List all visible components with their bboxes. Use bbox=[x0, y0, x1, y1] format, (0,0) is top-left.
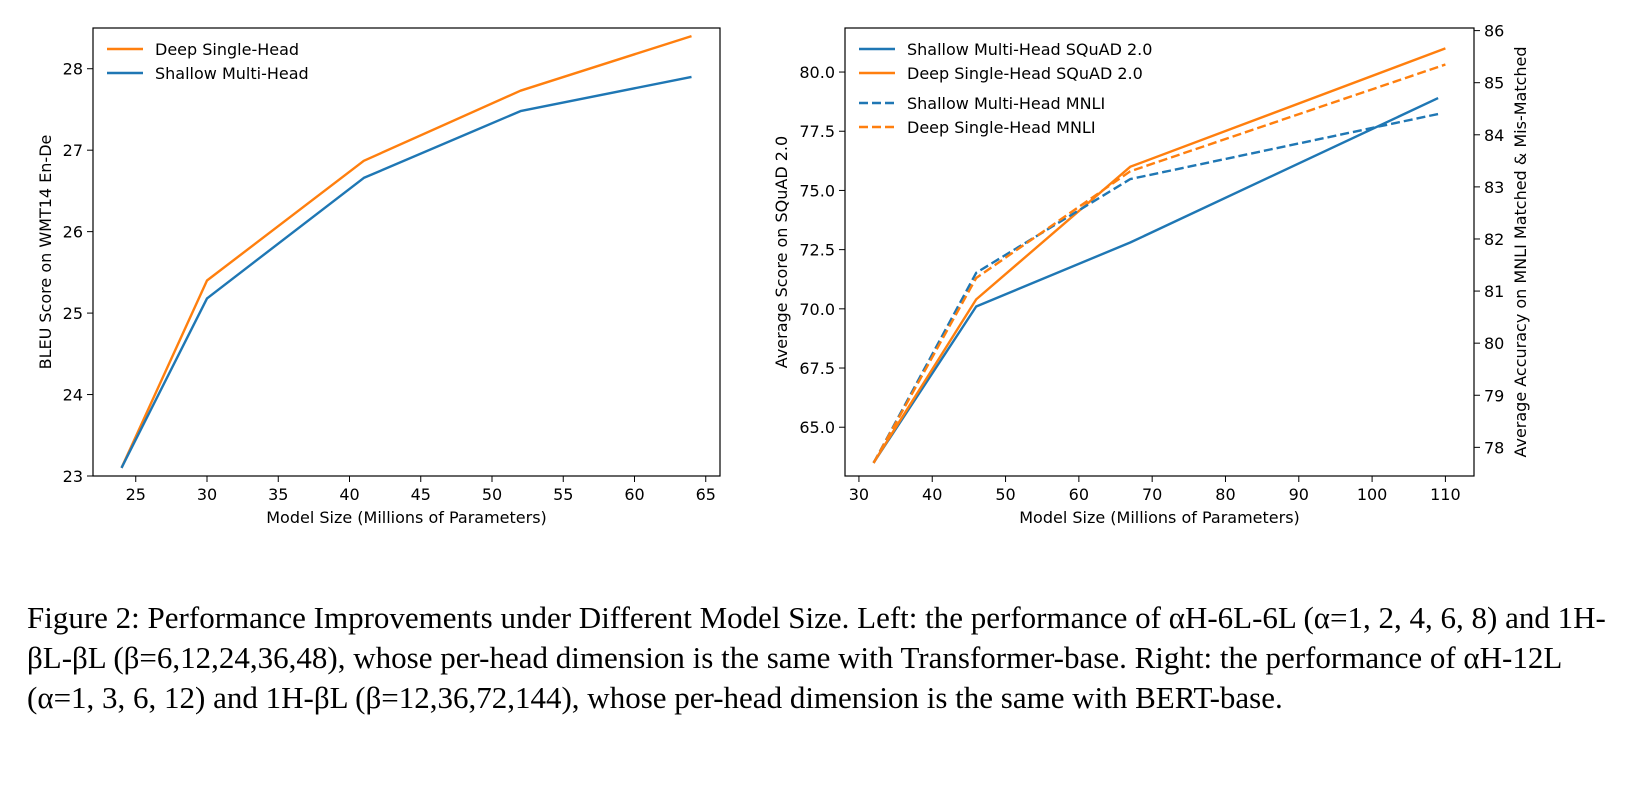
y-right-axis-label: Average Accuracy on MNLI Matched & Mis-M… bbox=[1511, 46, 1530, 457]
y-axis-label: Average Score on SQuAD 2.0 bbox=[772, 136, 791, 368]
x-tick-label: 50 bbox=[482, 485, 502, 504]
legend-entry: Deep Single-Head SQuAD 2.0 bbox=[907, 64, 1143, 83]
x-tick-label: 30 bbox=[849, 485, 869, 504]
chart-1: 25 30 35 40 45 50 55 60 65 23 24 25 26 27 28 Model Size… bbox=[36, 27, 721, 527]
legend-entry: Deep Single-Head MNLI bbox=[907, 118, 1096, 137]
y-tick-label: 77.5 bbox=[799, 122, 835, 141]
y-tick-label: 70.0 bbox=[799, 300, 835, 319]
series-line-1 bbox=[120, 34, 692, 469]
y-right-tick-label: 80 bbox=[1484, 334, 1504, 353]
x-tick-label: 80 bbox=[1215, 485, 1235, 504]
y-right-tick-label: 82 bbox=[1484, 230, 1504, 249]
figure: 25 30 35 40 45 50 55 60 65 23 24 25 26 27 28 Model Size… bbox=[36, 22, 1530, 527]
plot-frame bbox=[844, 27, 1475, 477]
legend-entry: Shallow Multi-Head MNLI bbox=[907, 94, 1105, 113]
x-axis-label: Model Size (Millions of Parameters) bbox=[1019, 508, 1300, 527]
y-tick-label: 80.0 bbox=[799, 63, 835, 82]
y-tick-label: 67.5 bbox=[799, 359, 835, 378]
y-tick-label: 26 bbox=[63, 223, 83, 242]
series-line-3 bbox=[872, 112, 1439, 464]
series-line-2 bbox=[120, 75, 692, 469]
x-tick-label: 110 bbox=[1430, 485, 1461, 504]
y-right-tick-label: 83 bbox=[1484, 178, 1504, 197]
series-line-4 bbox=[872, 63, 1446, 464]
y-right-tick-label: 85 bbox=[1484, 74, 1504, 93]
x-tick-label: 60 bbox=[1069, 485, 1089, 504]
y-right-tick-label: 78 bbox=[1484, 438, 1504, 457]
chart-2: 30 40 50 60 70 80 90 100 110 65.0 67.5 70.0 72.5 75.0… bbox=[772, 22, 1530, 527]
series-line-2 bbox=[872, 47, 1446, 464]
x-tick-label: 50 bbox=[995, 485, 1015, 504]
x-tick-label: 65 bbox=[696, 485, 716, 504]
x-tick-label: 40 bbox=[922, 485, 942, 504]
y-right-tick-label: 84 bbox=[1484, 126, 1504, 145]
x-tick-label: 30 bbox=[197, 485, 217, 504]
x-tick-label: 60 bbox=[624, 485, 644, 504]
x-axis-label: Model Size (Millions of Parameters) bbox=[266, 508, 547, 527]
legend-entry: Shallow Multi-Head bbox=[155, 64, 309, 83]
figure-caption: Figure 2: Performance Improvements under… bbox=[27, 600, 1606, 715]
y-tick-label: 72.5 bbox=[799, 241, 835, 260]
x-tick-label: 40 bbox=[339, 485, 359, 504]
legend: Deep Single-Head Shallow Multi-Head bbox=[107, 40, 309, 83]
x-tick-label: 100 bbox=[1357, 485, 1388, 504]
x-tick-label: 45 bbox=[411, 485, 431, 504]
legend: Shallow Multi-Head SQuAD 2.0 Deep Single-… bbox=[859, 40, 1152, 137]
y-right-tick-label: 81 bbox=[1484, 282, 1504, 301]
legend-entry: Deep Single-Head bbox=[155, 40, 299, 59]
y-tick-label: 23 bbox=[63, 467, 83, 486]
x-tick-label: 55 bbox=[553, 485, 573, 504]
x-tick-label: 35 bbox=[268, 485, 288, 504]
y-tick-label: 65.0 bbox=[799, 418, 835, 437]
y-tick-label: 28 bbox=[63, 60, 83, 79]
plot-frame bbox=[92, 27, 721, 477]
x-tick-label: 90 bbox=[1289, 485, 1309, 504]
x-tick-label: 25 bbox=[126, 485, 146, 504]
y-right-tick-label: 86 bbox=[1484, 22, 1504, 41]
legend-entry: Shallow Multi-Head SQuAD 2.0 bbox=[907, 40, 1152, 59]
y-axis-label: BLEU Score on WMT14 En-De bbox=[36, 135, 55, 370]
y-tick-label: 27 bbox=[63, 141, 83, 160]
y-tick-label: 24 bbox=[63, 386, 83, 405]
y-tick-label: 25 bbox=[63, 304, 83, 323]
y-tick-label: 75.0 bbox=[799, 181, 835, 200]
y-right-tick-label: 79 bbox=[1484, 386, 1504, 405]
x-tick-label: 70 bbox=[1142, 485, 1162, 504]
series-line-1 bbox=[872, 97, 1439, 464]
